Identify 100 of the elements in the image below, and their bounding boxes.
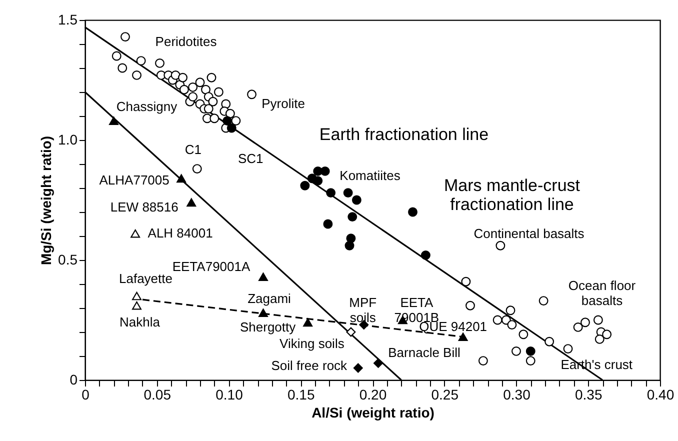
x-tick-label: 0.40: [646, 386, 674, 402]
annotation: Zagami: [248, 290, 292, 306]
point: [492, 315, 502, 325]
point: [132, 70, 142, 80]
y-tick-label: 0: [70, 372, 78, 388]
point: [526, 356, 536, 366]
point: [573, 322, 583, 332]
point: [346, 327, 356, 337]
annotation: C1: [184, 142, 202, 157]
point: [323, 219, 333, 229]
point: [303, 318, 313, 327]
point: [563, 344, 573, 354]
point: [132, 301, 142, 310]
point: [118, 63, 128, 73]
point: [512, 346, 521, 356]
point: [226, 123, 236, 133]
x-tick-label: 0.20: [359, 386, 387, 402]
x-tick-label: 0.15: [288, 386, 315, 402]
point: [208, 96, 218, 106]
point: [408, 207, 418, 217]
annotation: Peridotites: [155, 34, 218, 49]
point: [130, 229, 140, 238]
y-tick-label: 0.5: [58, 252, 78, 268]
annotation: Pyrolite: [262, 96, 305, 111]
point: [192, 164, 202, 174]
x-tick-label: 0.30: [503, 386, 531, 402]
point: [204, 104, 214, 114]
point: [466, 300, 475, 310]
point: [258, 308, 268, 317]
point: [344, 240, 354, 250]
point: [420, 250, 430, 260]
point: [326, 188, 336, 198]
annotation: Soil free rock: [271, 358, 348, 373]
point: [176, 174, 186, 183]
y-tick-label: 1.0: [58, 132, 78, 148]
point: [348, 212, 358, 222]
point: [313, 176, 323, 186]
annotation: Barnacle Bill: [388, 345, 460, 360]
point: [178, 72, 188, 82]
point: [170, 70, 180, 80]
x-tick-label: 0.10: [216, 386, 244, 402]
point: [201, 84, 210, 94]
annotation: Nakhla: [120, 314, 161, 330]
x-tick-label: 0: [82, 386, 90, 402]
point: [580, 318, 590, 328]
point: [222, 116, 232, 126]
x-tick-label: 0.35: [575, 386, 602, 402]
annotation: Ocean floor basalts: [568, 278, 636, 308]
point: [120, 32, 130, 42]
annotation: Earth fractionation line: [319, 125, 489, 144]
point: [179, 84, 189, 94]
point: [496, 240, 506, 250]
y-tick-label: 1.5: [58, 12, 78, 28]
point: [214, 87, 224, 97]
point: [458, 332, 468, 341]
annotation: MPF soils: [349, 294, 377, 325]
annotation: ALHA77005: [99, 172, 170, 188]
point: [231, 116, 241, 126]
annotation: SC1: [238, 151, 264, 166]
point: [206, 72, 216, 82]
point: [594, 334, 604, 344]
annotation: Mars mantle-crust fractionation line: [444, 176, 580, 214]
point: [188, 92, 198, 102]
point: [186, 198, 196, 207]
annotation: ALH 84001: [148, 226, 213, 241]
x-axis-title: Al/Si (weight ratio): [312, 404, 434, 420]
annotation: Lafayette: [119, 271, 172, 286]
point: [210, 114, 220, 124]
annotation: Komatiites: [340, 168, 401, 183]
point: [155, 58, 164, 68]
x-tick-label: 0.05: [144, 386, 172, 402]
y-axis-title: Mg/Si (weight ratio): [38, 136, 54, 266]
point: [507, 320, 517, 330]
point: [374, 358, 383, 368]
point: [132, 292, 142, 300]
x-tick-label: 0.25: [431, 386, 459, 402]
point: [602, 330, 612, 340]
point: [353, 363, 363, 373]
point: [518, 330, 528, 340]
annotation: Shergotty: [240, 319, 296, 334]
point: [320, 166, 330, 176]
point: [112, 51, 122, 61]
point: [136, 56, 146, 66]
point: [343, 188, 353, 198]
point: [300, 180, 310, 190]
point: [188, 82, 198, 92]
annotation: EETA79001A: [172, 258, 250, 274]
annotation: Chassigny: [116, 98, 178, 114]
point: [352, 195, 362, 205]
point: [195, 78, 205, 88]
point: [461, 276, 471, 286]
point: [526, 346, 536, 356]
point: [225, 108, 235, 118]
point: [247, 90, 256, 100]
point: [538, 296, 548, 306]
point: [478, 356, 488, 366]
point: [109, 116, 118, 125]
point: [258, 272, 268, 281]
point: [544, 336, 554, 346]
annotation: Viking soils: [280, 336, 345, 351]
